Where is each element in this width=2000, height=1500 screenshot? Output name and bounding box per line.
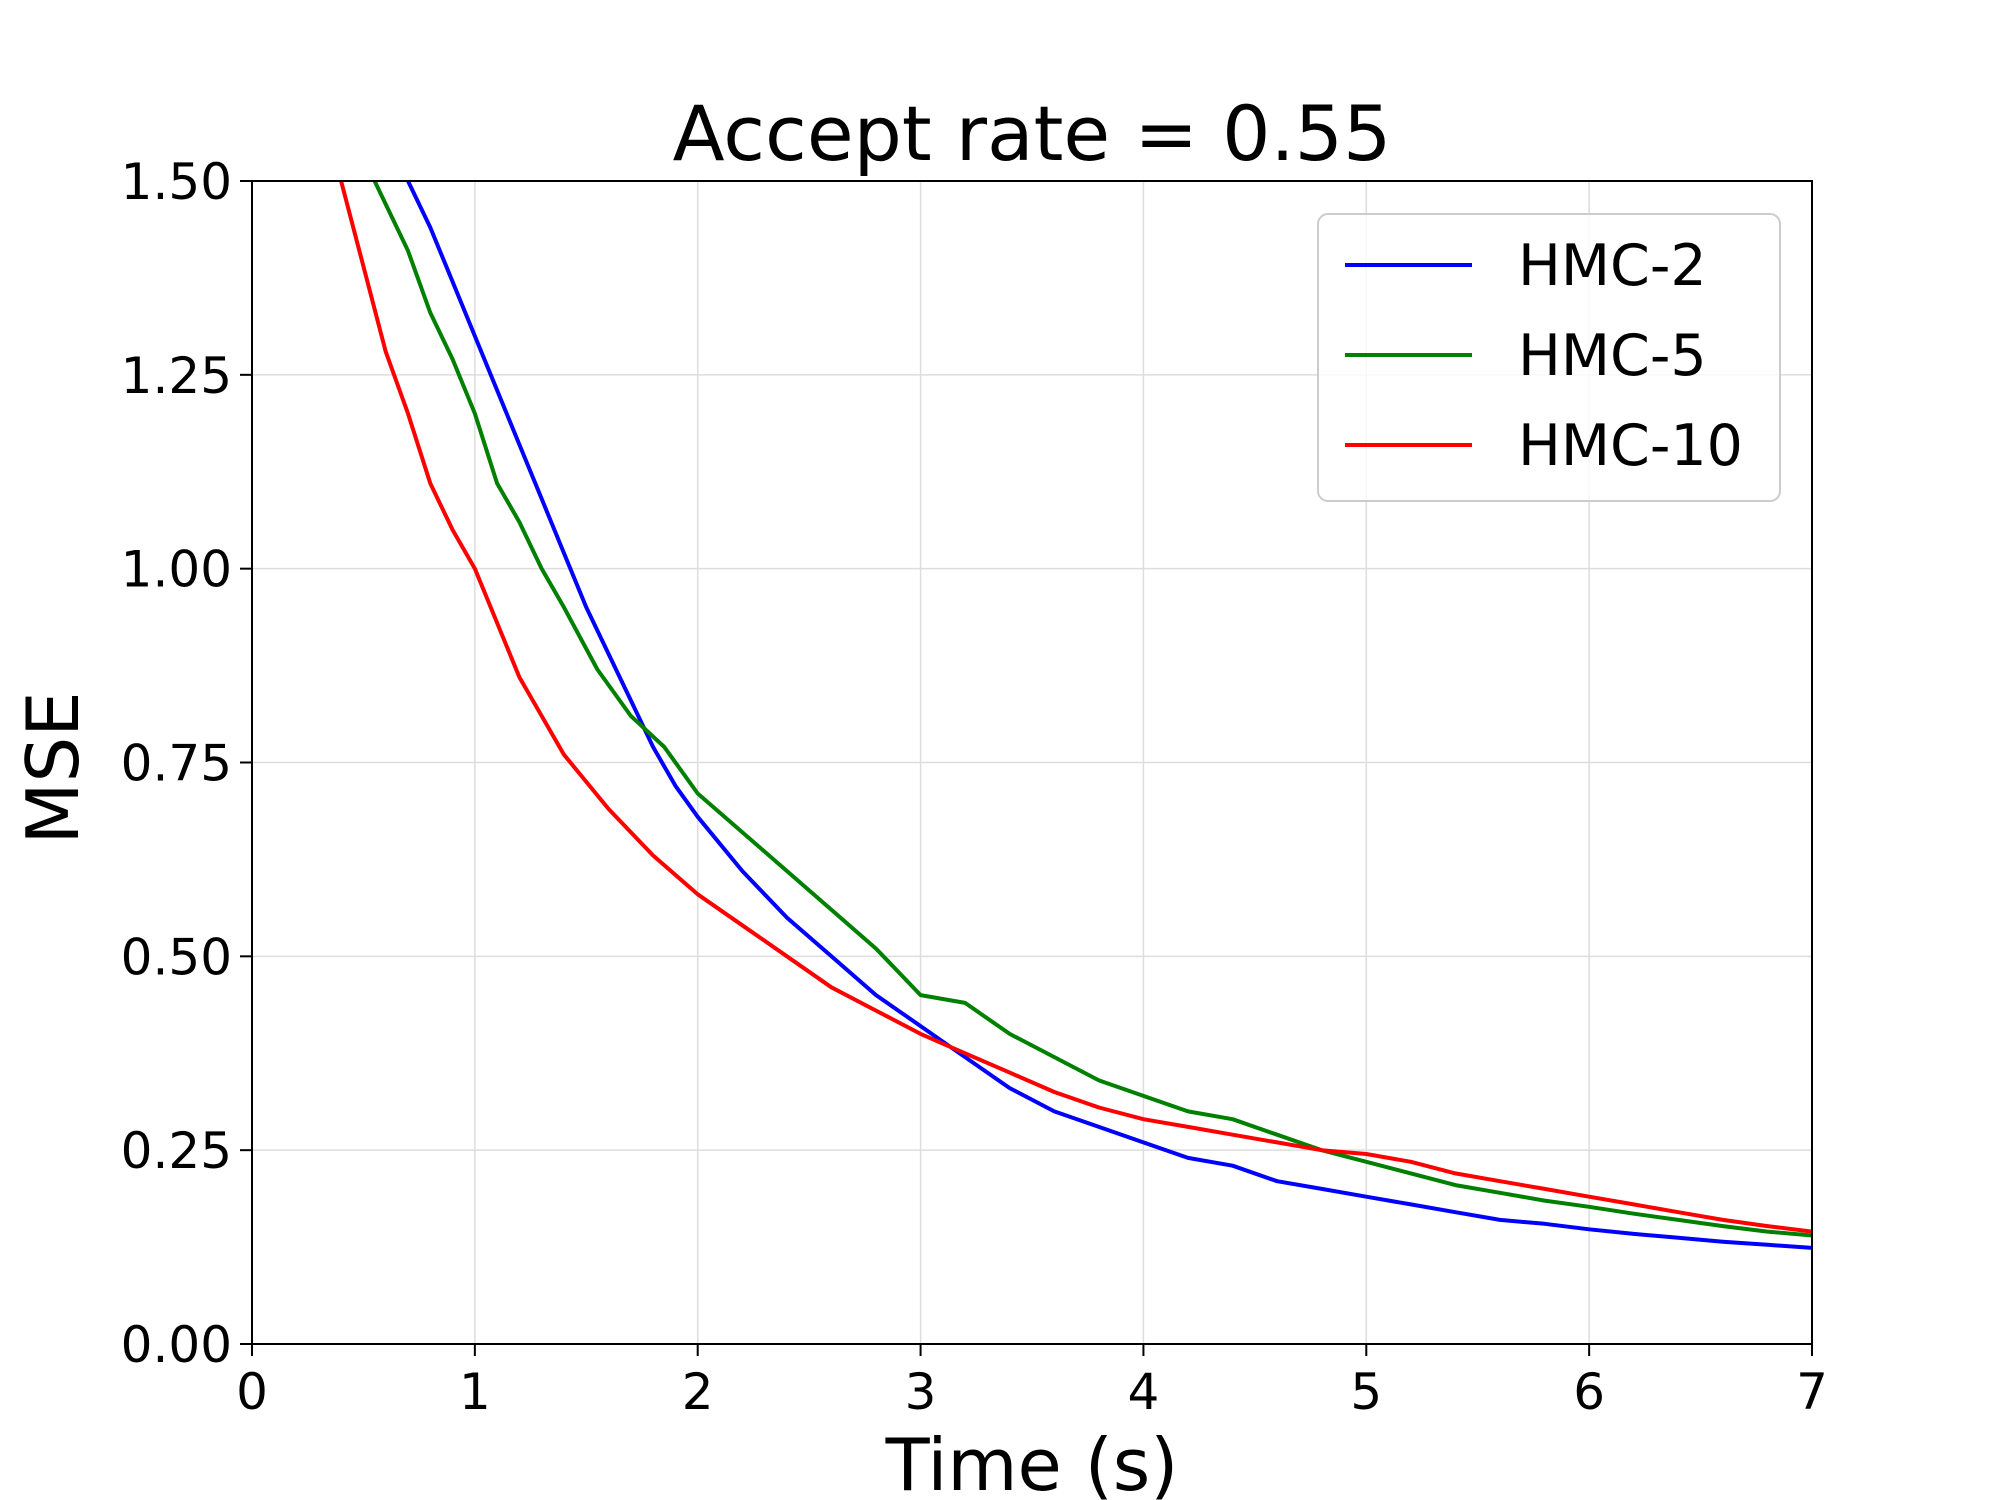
series-line-hmc-2 (406, 181, 1812, 1250)
y-axis-label: MSE (11, 691, 95, 844)
y-tick-label: 0.00 (121, 1316, 232, 1374)
series-layer (339, 181, 1812, 1250)
tick-labels: 0 1 2 3 4 5 6 7 0.00 0.25 0.50 0.75 1.00 1.25 1.50 (121, 153, 1828, 1421)
x-axis-label: Time (s) (885, 1423, 1179, 1500)
y-tick-label: 1.25 (121, 347, 232, 405)
y-tick-label: 1.00 (121, 541, 232, 599)
x-tick-label: 4 (1128, 1363, 1160, 1421)
legend-label-hmc-2: HMC-2 (1518, 233, 1707, 299)
series-line-hmc-10 (339, 181, 1812, 1234)
x-tick-label: 7 (1796, 1363, 1828, 1421)
legend: HMC-2 HMC-5 HMC-10 (1317, 213, 1781, 502)
x-tick-label: 2 (682, 1363, 714, 1421)
x-tick-label: 5 (1350, 1363, 1382, 1421)
x-tick-label: 1 (459, 1363, 491, 1421)
y-tick-label: 0.25 (121, 1122, 232, 1180)
legend-box (1317, 213, 1781, 502)
y-tick-label: 0.50 (121, 928, 232, 986)
series-line-hmc-5 (372, 181, 1812, 1238)
y-tick-label: 0.75 (121, 735, 232, 793)
legend-label-hmc-5: HMC-5 (1518, 323, 1707, 389)
x-tick-label: 6 (1573, 1363, 1605, 1421)
x-tick-label: 3 (905, 1363, 937, 1421)
chart-title: Accept rate = 0.55 (673, 89, 1392, 178)
x-tick-label: 0 (236, 1363, 268, 1421)
legend-label-hmc-10: HMC-10 (1518, 413, 1743, 479)
tick-marks (240, 180, 1813, 1356)
y-tick-label: 1.50 (121, 153, 232, 211)
